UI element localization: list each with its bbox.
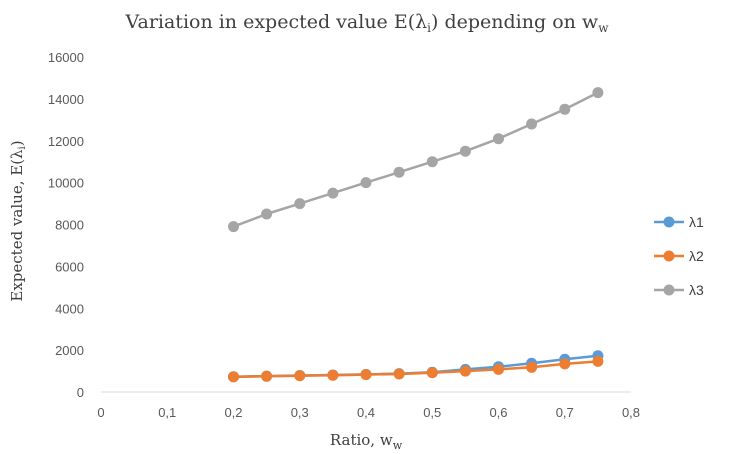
y-tick-label: 2000 — [55, 343, 84, 358]
x-tick-label: 0,4 — [357, 405, 375, 420]
data-point — [426, 367, 438, 379]
data-point — [459, 145, 471, 157]
y-tick-label: 16000 — [48, 50, 84, 65]
y-tick-label: 4000 — [55, 301, 84, 316]
x-axis-label: Ratio, ww — [330, 431, 403, 452]
x-tick-label: 0,5 — [423, 405, 441, 420]
data-point — [592, 87, 604, 99]
legend-item: λ1 — [654, 214, 704, 230]
data-point — [426, 156, 438, 168]
data-point — [360, 369, 372, 381]
data-point — [526, 118, 538, 130]
x-tick-label: 0,3 — [291, 405, 309, 420]
x-tick-label: 0,6 — [489, 405, 507, 420]
data-point — [493, 133, 504, 145]
data-point — [261, 370, 273, 382]
x-tick-label: 0,1 — [158, 405, 176, 420]
data-point — [327, 187, 339, 199]
y-tick-label: 14000 — [48, 92, 84, 107]
data-point — [228, 221, 239, 233]
data-point — [393, 166, 405, 178]
data-point — [393, 368, 405, 380]
legend-label: λ2 — [689, 248, 704, 264]
x-tick-label: 0 — [97, 405, 104, 420]
series-3 — [228, 87, 604, 233]
y-tick-label: 8000 — [55, 218, 84, 233]
series-line — [233, 360, 598, 379]
legend-marker — [663, 284, 675, 296]
legend-label: λ1 — [689, 214, 704, 230]
data-point — [261, 208, 273, 220]
x-tick-labels: 0 0,1 0,2 0,3 0,4 0,5 0,6 0,7 0,8 — [97, 405, 640, 420]
data-point — [559, 358, 571, 370]
legend: λ1 λ2 λ3 — [654, 214, 704, 298]
legend-marker — [663, 250, 675, 262]
data-point — [559, 103, 571, 115]
data-point — [526, 361, 538, 373]
data-point — [360, 177, 372, 189]
x-tick-label: 0,7 — [556, 405, 574, 420]
data-point — [493, 363, 504, 375]
y-tick-labels: 0 2000 4000 6000 8000 10000 12000 14000 16000 — [48, 50, 84, 400]
legend-item: λ2 — [654, 248, 704, 264]
x-tick-label: 0,8 — [622, 405, 640, 420]
data-point — [459, 365, 471, 377]
series-layer — [228, 87, 604, 383]
data-point — [228, 371, 239, 383]
series-line — [233, 91, 599, 228]
legend-marker — [663, 216, 675, 228]
data-point — [294, 198, 306, 210]
y-tick-label: 0 — [77, 385, 84, 400]
series-2 — [228, 355, 604, 383]
y-tick-label: 10000 — [48, 176, 84, 191]
x-tick-label: 0,2 — [224, 405, 242, 420]
y-tick-label: 6000 — [55, 259, 84, 274]
y-tick-label: 12000 — [48, 134, 84, 149]
data-point — [592, 355, 604, 367]
y-axis-label: Expected value, E(λi) — [8, 140, 28, 301]
data-point — [294, 370, 306, 382]
chart-title: Variation in expected value E(λi) depend… — [125, 11, 610, 35]
data-point — [327, 369, 339, 381]
legend-item: λ3 — [654, 282, 704, 298]
legend-label: λ3 — [689, 282, 704, 298]
